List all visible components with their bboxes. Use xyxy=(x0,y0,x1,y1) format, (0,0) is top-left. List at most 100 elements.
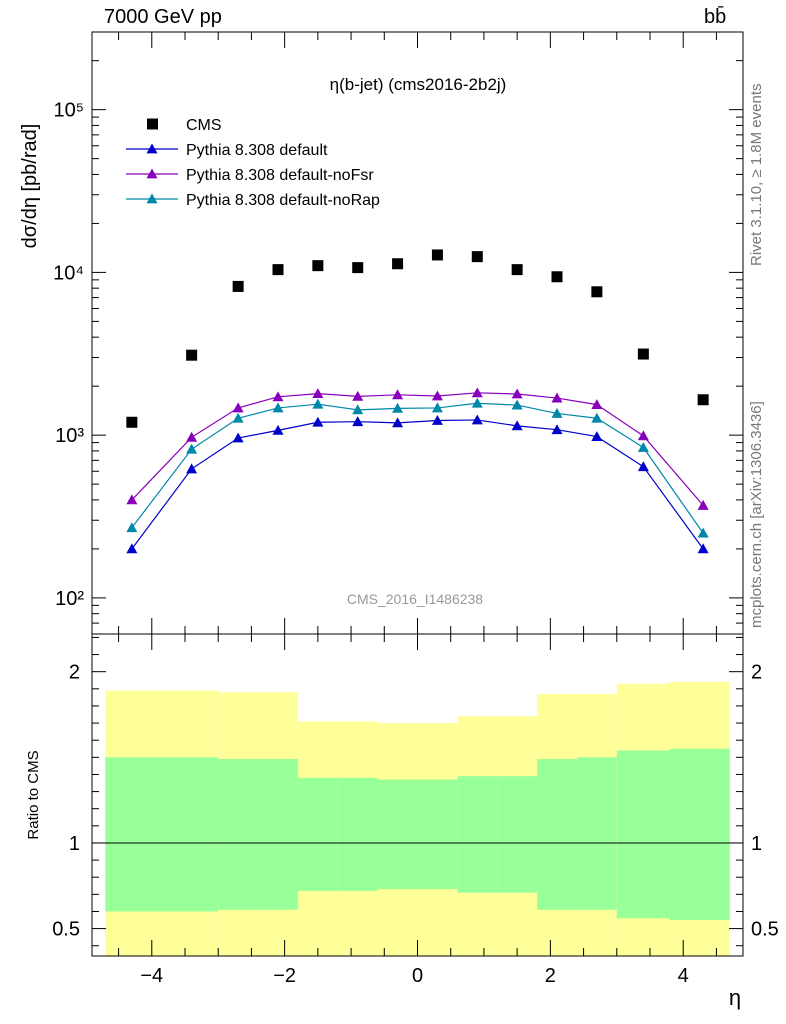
main-panel-ticks: 10² 10³ 10⁴ 10⁵ xyxy=(53,31,743,635)
cms-point-5 xyxy=(352,262,364,274)
series-1-point-8 xyxy=(471,414,483,425)
series-1-point-9 xyxy=(511,420,523,431)
inner-band-4 xyxy=(297,777,338,891)
series-1-point-10 xyxy=(551,424,563,435)
series-1-point-3 xyxy=(272,424,284,435)
series-2-point-9 xyxy=(511,388,523,399)
y-tick-label: 10² xyxy=(55,588,84,610)
ratio-y-tick-label-left: 1 xyxy=(69,833,80,855)
series-2-point-3 xyxy=(272,391,284,402)
cms-point-8 xyxy=(471,251,483,263)
series-2-point-10 xyxy=(551,392,563,403)
legend-label-1: Pythia 8.308 default xyxy=(186,142,328,159)
series-2-point-5 xyxy=(352,390,364,401)
series-3-point-9 xyxy=(511,399,523,410)
panel-frames xyxy=(91,31,744,957)
ratio-y-tick-label-left: 2 xyxy=(69,662,80,684)
inner-band-9 xyxy=(497,776,538,893)
inner-band-1 xyxy=(165,757,219,912)
analysis-watermark: CMS_2016_I1486238 xyxy=(347,591,483,607)
series-line-2 xyxy=(131,392,704,506)
cms-point-12 xyxy=(637,348,649,360)
series-1-point-5 xyxy=(352,416,364,427)
legend-marker-2 xyxy=(146,168,158,179)
series-2-point-2 xyxy=(232,402,244,413)
legend-marker-0 xyxy=(147,118,158,130)
inner-band-10 xyxy=(537,759,577,910)
inner-band-0 xyxy=(105,757,166,912)
inner-band-12 xyxy=(616,750,670,919)
series-2-point-8 xyxy=(471,387,483,398)
y-tick-label: 10⁴ xyxy=(53,262,84,284)
series-3-point-8 xyxy=(471,397,483,408)
series-3-point-2 xyxy=(232,412,244,423)
series-3-point-6 xyxy=(392,402,404,413)
series-3-point-13 xyxy=(697,527,709,538)
series-3-point-5 xyxy=(352,404,364,415)
ratio-uncertainty-bands xyxy=(92,681,743,956)
x-tick-label: −2 xyxy=(273,965,296,987)
inner-band-8 xyxy=(457,776,498,893)
cms-point-4 xyxy=(312,260,324,272)
series-3-point-3 xyxy=(272,402,284,413)
cms-point-13 xyxy=(697,394,709,406)
inner-band-13 xyxy=(669,748,730,921)
cms-point-11 xyxy=(591,286,603,298)
series-2-point-11 xyxy=(591,399,603,410)
series-1-point-11 xyxy=(591,431,603,441)
cms-point-9 xyxy=(511,264,523,276)
legend-label-0: CMS xyxy=(186,117,222,134)
series-1-point-4 xyxy=(312,416,324,427)
cms-point-0 xyxy=(126,416,138,428)
ratio-panel-ticks: −4 −2 0 2 4 0.5 0.5 1 1 2 2 xyxy=(52,32,779,987)
inner-band-7 xyxy=(417,779,458,890)
cms-point-1 xyxy=(186,349,198,361)
x-tick-label: 2 xyxy=(545,965,556,987)
y-tick-label: 10⁵ xyxy=(53,100,84,122)
main-panel-title: η(b-jet) (cms2016-2b2j) xyxy=(330,75,507,94)
ratio-y-axis-label: Ratio to CMS xyxy=(25,750,42,839)
ratio-y-tick-label-right: 1 xyxy=(751,833,762,855)
inner-band-5 xyxy=(337,777,378,891)
ratio-y-tick-label-left: 0.5 xyxy=(52,919,80,941)
y-axis-label: dσ/dη [pb/rad] xyxy=(19,124,41,249)
series-1-point-2 xyxy=(232,432,244,443)
inner-band-11 xyxy=(576,757,617,910)
inner-band-6 xyxy=(377,779,418,890)
legend-marker-3 xyxy=(146,193,158,204)
series-3-point-4 xyxy=(312,398,324,409)
series-2-point-13 xyxy=(697,499,709,510)
ratio-y-tick-label-right: 0.5 xyxy=(751,919,779,941)
series-2-point-4 xyxy=(312,388,324,399)
series-2-point-0 xyxy=(126,494,138,505)
series-1-point-12 xyxy=(637,461,649,472)
cms-point-2 xyxy=(232,280,244,292)
series-line-1 xyxy=(131,419,704,550)
series-3-point-11 xyxy=(591,412,603,423)
process-label: bb̄ xyxy=(704,6,727,28)
series-2-point-6 xyxy=(392,389,404,400)
x-tick-label: 0 xyxy=(412,965,423,987)
legend-marker-1 xyxy=(146,143,158,154)
x-tick-label: −4 xyxy=(140,965,163,987)
series-2-point-7 xyxy=(431,390,443,401)
series-line-3 xyxy=(131,402,704,534)
legend-label-2: Pythia 8.308 default-noFsr xyxy=(186,167,374,184)
series-3-point-7 xyxy=(431,402,443,413)
series-1-point-6 xyxy=(392,417,404,428)
series-3-point-0 xyxy=(126,522,138,533)
cms-data-points xyxy=(126,249,709,428)
series-2-point-12 xyxy=(637,430,649,441)
x-tick-label: 4 xyxy=(678,965,689,987)
x-axis-label: η xyxy=(729,985,741,1010)
inner-band-2 xyxy=(218,759,259,910)
series-3-point-1 xyxy=(186,443,198,454)
series-1-point-7 xyxy=(431,415,443,425)
cms-point-6 xyxy=(392,258,404,270)
series-2-point-1 xyxy=(186,431,198,442)
inner-band-3 xyxy=(258,759,298,910)
energy-label: 7000 GeV pp xyxy=(104,6,222,28)
y-tick-label: 10³ xyxy=(55,425,84,447)
cms-point-10 xyxy=(551,271,563,283)
